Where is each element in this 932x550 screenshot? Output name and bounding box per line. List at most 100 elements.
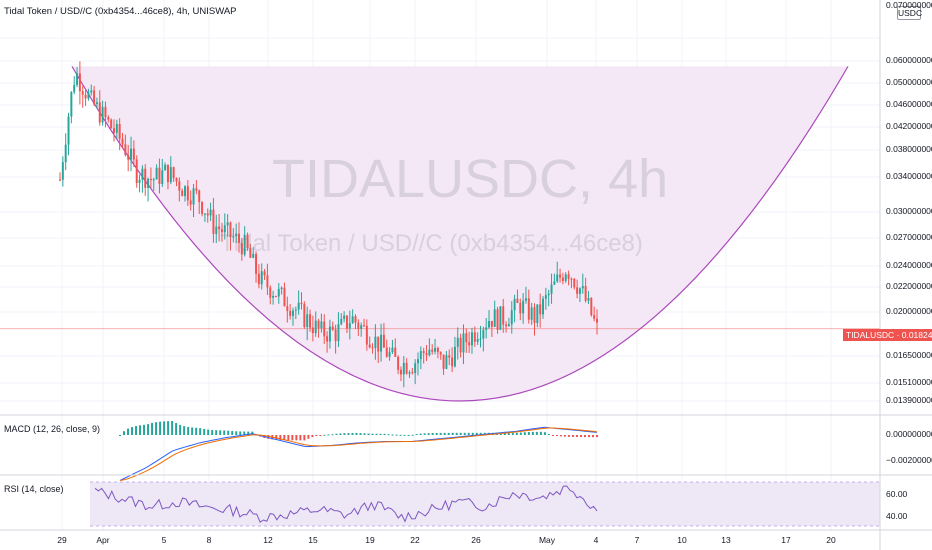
macd-histogram-bar bbox=[147, 424, 150, 435]
macd-axis-label-neg: −0.0020000000 bbox=[886, 455, 932, 465]
candle-body bbox=[542, 298, 545, 315]
candle-body bbox=[124, 144, 127, 155]
candle-body bbox=[70, 92, 73, 117]
macd-histogram-bar bbox=[395, 434, 398, 436]
currency-button[interactable]: USDC bbox=[897, 6, 923, 20]
macd-histogram-bar bbox=[427, 433, 430, 435]
candle-body bbox=[76, 73, 79, 85]
candle-body bbox=[155, 167, 158, 180]
price-axis-label: 0.0460000000 bbox=[886, 99, 932, 109]
candle-body bbox=[397, 356, 400, 370]
macd-histogram-bar bbox=[339, 433, 342, 435]
candle-body bbox=[493, 309, 496, 327]
candle-body bbox=[178, 181, 181, 191]
candle-body bbox=[121, 138, 124, 145]
candle-body bbox=[115, 124, 118, 133]
candle-body bbox=[169, 167, 172, 183]
macd-histogram-bar bbox=[223, 430, 226, 435]
macd-histogram-bar bbox=[463, 432, 466, 435]
candle-body bbox=[402, 362, 405, 375]
candle-body bbox=[78, 73, 81, 92]
macd-histogram-bar bbox=[343, 433, 346, 435]
macd-title[interactable]: MACD (12, 26, close, 9) bbox=[4, 424, 101, 434]
price-axis-label: 0.0165000000 bbox=[886, 350, 932, 360]
macd-histogram-bar bbox=[247, 431, 250, 435]
candle-body bbox=[87, 92, 90, 99]
rsi-pane[interactable] bbox=[90, 481, 880, 527]
macd-histogram-bar bbox=[139, 425, 142, 435]
candle-body bbox=[201, 202, 204, 214]
candle-body bbox=[255, 253, 258, 274]
candle-body bbox=[573, 278, 576, 288]
macd-histogram-bar bbox=[467, 432, 470, 435]
macd-histogram-bar bbox=[347, 433, 350, 435]
price-axis-label: 0.0600000000 bbox=[886, 55, 932, 65]
candle-body bbox=[291, 310, 294, 316]
candle-body bbox=[365, 325, 368, 345]
candle-body bbox=[303, 303, 306, 328]
candle-body bbox=[502, 306, 505, 325]
candle-body bbox=[382, 334, 385, 348]
candle-body bbox=[98, 102, 101, 123]
macd-histogram-bar bbox=[171, 421, 174, 435]
rsi-title[interactable]: RSI (14, close) bbox=[4, 484, 64, 494]
candle-body bbox=[459, 337, 462, 353]
candle-body bbox=[357, 322, 360, 329]
candle-body bbox=[436, 347, 439, 353]
macd-histogram-bar bbox=[583, 435, 586, 438]
macd-histogram-bar bbox=[123, 431, 126, 435]
candle-body bbox=[93, 90, 96, 105]
price-axis-label: 0.0220000000 bbox=[886, 281, 932, 291]
candle-body bbox=[240, 242, 243, 255]
time-axis-label: 22 bbox=[410, 535, 420, 545]
macd-histogram-bar bbox=[159, 421, 162, 435]
macd-histogram-bar bbox=[267, 435, 270, 439]
candle-body bbox=[445, 355, 448, 369]
macd-histogram-bar bbox=[551, 435, 554, 436]
macd-histogram-bar bbox=[555, 435, 558, 436]
candle-body bbox=[158, 167, 161, 184]
macd-histogram-bar bbox=[183, 426, 186, 435]
candle-body bbox=[220, 229, 223, 233]
macd-histogram-bar bbox=[387, 434, 390, 436]
candle-body bbox=[203, 213, 206, 215]
candlestick-series[interactable] bbox=[59, 61, 598, 388]
candle-body bbox=[243, 234, 246, 255]
candle-body bbox=[530, 307, 533, 320]
watermark-ticker: TIDALUSDC, 4h bbox=[272, 149, 669, 209]
candle-body bbox=[289, 310, 292, 316]
candle-body bbox=[218, 226, 221, 230]
candle-body bbox=[328, 326, 331, 342]
candle-body bbox=[101, 106, 104, 123]
candle-body bbox=[581, 286, 584, 289]
candle-body bbox=[320, 321, 323, 329]
candle-body bbox=[451, 357, 454, 367]
rsi-axis-label-40: 40.00 bbox=[886, 511, 908, 521]
candle-body bbox=[223, 225, 226, 233]
candle-body bbox=[468, 342, 471, 346]
cup-pattern-curve[interactable] bbox=[71, 66, 849, 402]
macd-histogram-bar bbox=[443, 432, 446, 435]
watermark-name: Tidal Token / USD//C (0xb4354...46ce8) bbox=[220, 230, 643, 257]
macd-pane[interactable] bbox=[119, 421, 598, 481]
price-axis-label: 0.0300000000 bbox=[886, 206, 932, 216]
macd-histogram-bar bbox=[371, 433, 374, 435]
candle-body bbox=[587, 298, 590, 301]
candle-body bbox=[184, 186, 187, 197]
macd-histogram-bar bbox=[591, 435, 594, 438]
candle-body bbox=[64, 144, 67, 163]
candle-body bbox=[431, 349, 434, 352]
candle-body bbox=[405, 362, 408, 374]
candle-body bbox=[394, 347, 397, 357]
candle-body bbox=[351, 316, 354, 324]
price-axis-label: 0.0340000000 bbox=[886, 171, 932, 181]
candle-body bbox=[348, 323, 351, 329]
macd-histogram-bar bbox=[507, 432, 510, 435]
macd-histogram-bar bbox=[211, 429, 214, 435]
symbol-header[interactable]: Tidal Token / USD//C (0xb4354...46ce8), … bbox=[4, 6, 237, 17]
candle-body bbox=[249, 248, 252, 258]
macd-histogram-bar bbox=[331, 434, 334, 436]
candle-body bbox=[229, 222, 232, 238]
